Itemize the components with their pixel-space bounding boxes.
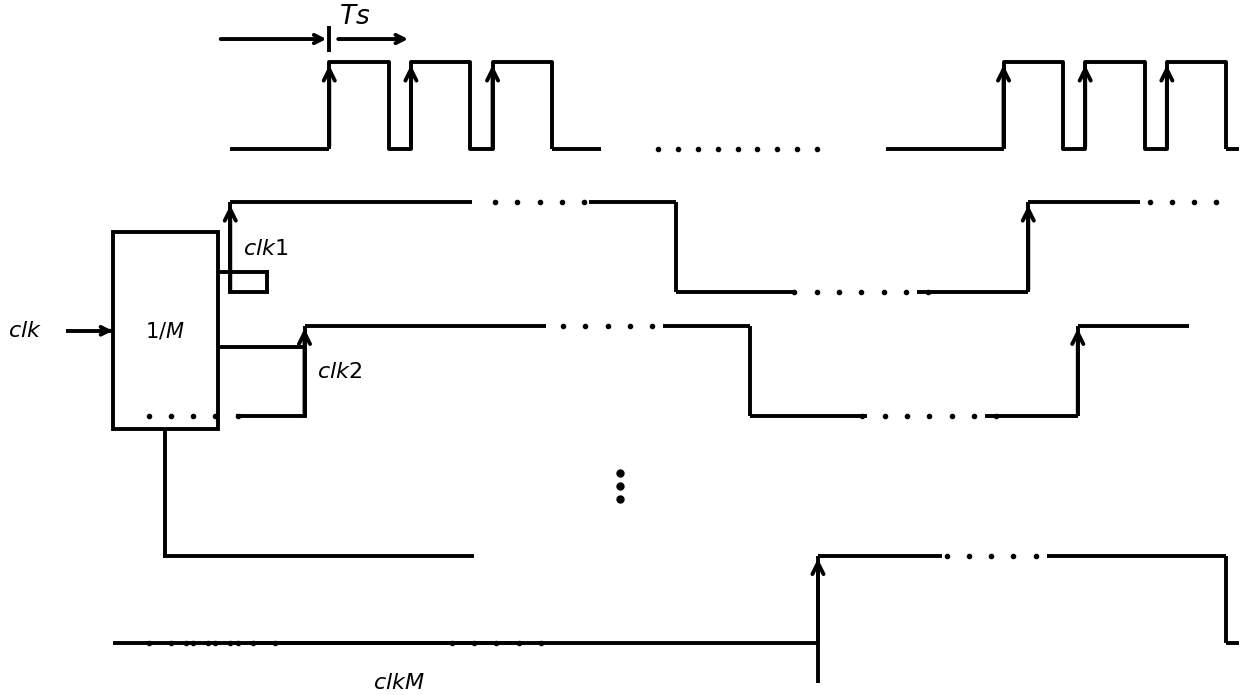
Text: $clk$: $clk$ xyxy=(7,320,42,342)
Text: $clk1$: $clk1$ xyxy=(243,238,288,260)
Text: $clk2$: $clk2$ xyxy=(317,361,362,384)
Text: $1/M$: $1/M$ xyxy=(145,320,185,341)
Text: $clkM$: $clkM$ xyxy=(372,671,424,694)
FancyBboxPatch shape xyxy=(113,232,218,430)
Text: $Ts$: $Ts$ xyxy=(340,4,371,29)
